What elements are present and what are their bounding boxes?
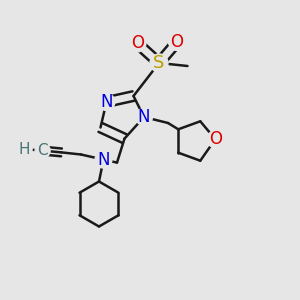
Circle shape (207, 131, 224, 148)
Circle shape (35, 143, 50, 158)
Text: O: O (131, 34, 144, 52)
Circle shape (150, 54, 168, 72)
Circle shape (95, 151, 112, 168)
Circle shape (98, 94, 115, 110)
Circle shape (129, 35, 146, 52)
Text: O: O (170, 33, 184, 51)
Text: S: S (153, 54, 165, 72)
Circle shape (136, 109, 152, 125)
Text: N: N (97, 151, 110, 169)
Text: H: H (19, 142, 30, 157)
Text: O: O (209, 130, 222, 148)
Text: N: N (100, 93, 113, 111)
Circle shape (169, 34, 185, 50)
Text: C: C (37, 143, 48, 158)
Circle shape (17, 142, 32, 157)
Text: N: N (138, 108, 150, 126)
